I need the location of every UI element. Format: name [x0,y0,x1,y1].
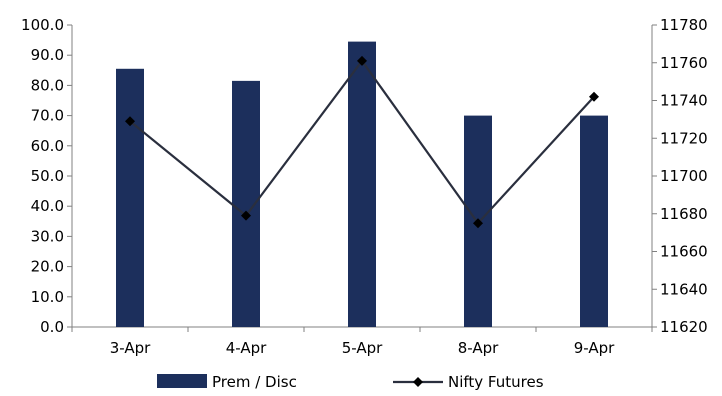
left-tick-label: 10.0 [31,288,64,306]
left-tick-label: 50.0 [31,167,64,185]
right-tick-label: 11640 [660,280,708,298]
x-tick-label: 4-Apr [226,339,267,357]
line-point [357,55,367,66]
left-tick-label: 30.0 [31,227,64,245]
right-tick-label: 11620 [660,318,708,336]
line-point [589,91,599,102]
left-tick-label: 80.0 [31,76,64,94]
right-tick-label: 11740 [660,92,708,110]
legend-label-line: Nifty Futures [448,373,544,391]
legend-swatch-bar [157,374,207,388]
left-tick-label: 0.0 [40,318,64,336]
x-tick-label: 5-Apr [342,339,383,357]
left-tick-label: 100.0 [21,16,64,34]
line-point [125,116,135,127]
left-tick-label: 60.0 [31,137,64,155]
left-y-axis: 0.0 10.0 20.0 30.0 40.0 50.0 60.0 70.0 80.0 90.0 1… [21,16,73,336]
bar-series [116,41,608,328]
x-tick-label: 9-Apr [574,339,615,357]
bar [580,115,608,327]
right-tick-label: 11780 [660,16,708,34]
x-axis: 3-Apr 4-Apr 5-Apr 8-Apr 9-Apr [71,326,653,357]
legend-marker [413,377,423,387]
bar [348,41,376,328]
right-y-axis: 11620 11640 11660 11680 11700 11720 11740 11760… [651,16,708,336]
right-tick-label: 11680 [660,205,708,223]
line-point [473,218,483,229]
x-tick-label: 8-Apr [458,339,499,357]
right-tick-label: 11760 [660,54,708,72]
legend-label-bar: Prem / Disc [212,373,297,391]
left-tick-label: 40.0 [31,197,64,215]
right-tick-label: 11720 [660,129,708,147]
x-tick-label: 3-Apr [110,339,151,357]
legend: Prem / Disc Nifty Futures [157,373,544,391]
line-series [125,55,599,229]
right-tick-label: 11660 [660,243,708,261]
left-tick-label: 90.0 [31,46,64,64]
right-tick-label: 11700 [660,167,708,185]
line-point [241,210,251,221]
bar [116,68,144,327]
left-tick-label: 20.0 [31,258,64,276]
left-tick-label: 70.0 [31,107,64,125]
